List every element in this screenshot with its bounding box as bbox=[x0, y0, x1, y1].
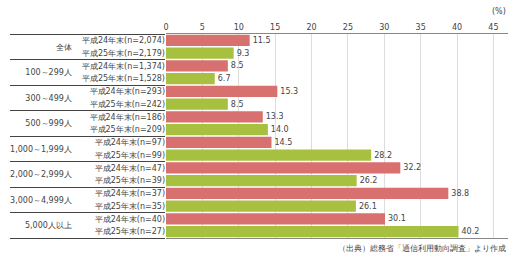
svg-text:15.3: 15.3 bbox=[280, 87, 298, 96]
svg-text:25: 25 bbox=[343, 23, 353, 32]
svg-text:平成24年末(n=40): 平成24年末(n=40) bbox=[95, 215, 165, 224]
svg-text:平成24年末(n=97): 平成24年末(n=97) bbox=[95, 138, 165, 147]
svg-text:1,000～1,999人: 1,000～1,999人 bbox=[10, 145, 72, 154]
svg-text:6.7: 6.7 bbox=[218, 74, 231, 83]
svg-text:100～299人: 100～299人 bbox=[25, 68, 72, 77]
svg-text:平成24年末(n=2,074): 平成24年末(n=2,074) bbox=[82, 36, 165, 45]
svg-text:全体: 全体 bbox=[56, 43, 72, 52]
svg-text:平成25年末(n=209): 平成25年末(n=209) bbox=[90, 125, 165, 134]
svg-text:30: 30 bbox=[379, 23, 389, 32]
svg-text:14.5: 14.5 bbox=[275, 138, 293, 147]
svg-text:平成25年末(n=99): 平成25年末(n=99) bbox=[95, 151, 165, 160]
svg-text:8.5: 8.5 bbox=[231, 100, 244, 109]
svg-text:26.1: 26.1 bbox=[359, 202, 377, 211]
svg-text:0: 0 bbox=[163, 23, 168, 32]
svg-text:5: 5 bbox=[200, 23, 205, 32]
svg-text:28.2: 28.2 bbox=[374, 151, 392, 160]
svg-text:10: 10 bbox=[234, 23, 244, 32]
svg-text:40: 40 bbox=[452, 23, 462, 32]
svg-text:9.3: 9.3 bbox=[237, 49, 250, 58]
svg-text:平成25年末(n=35): 平成25年末(n=35) bbox=[95, 202, 165, 211]
svg-text:35: 35 bbox=[416, 23, 426, 32]
svg-text:平成24年末(n=293): 平成24年末(n=293) bbox=[90, 87, 165, 96]
svg-text:15: 15 bbox=[270, 23, 280, 32]
svg-text:30.1: 30.1 bbox=[388, 214, 406, 223]
svg-text:40.2: 40.2 bbox=[462, 227, 480, 236]
svg-text:300～499人: 300～499人 bbox=[25, 94, 72, 103]
svg-text:38.8: 38.8 bbox=[451, 189, 469, 198]
svg-text:平成25年末(n=2,179): 平成25年末(n=2,179) bbox=[82, 49, 165, 58]
svg-text:平成24年末(n=1,374): 平成24年末(n=1,374) bbox=[82, 62, 165, 71]
svg-text:平成24年末(n=186): 平成24年末(n=186) bbox=[90, 113, 165, 122]
svg-text:平成25年末(n=1,528): 平成25年末(n=1,528) bbox=[82, 74, 165, 83]
svg-text:45: 45 bbox=[488, 23, 498, 32]
svg-text:500～999人: 500～999人 bbox=[25, 119, 72, 128]
svg-text:（出典）総務省「通信利用動向調査」より作成: （出典）総務省「通信利用動向調査」より作成 bbox=[338, 244, 506, 253]
svg-text:平成25年末(n=39): 平成25年末(n=39) bbox=[95, 176, 165, 185]
svg-text:26.2: 26.2 bbox=[360, 176, 378, 185]
svg-text:5,000人以上: 5,000人以上 bbox=[25, 221, 72, 230]
svg-text:2,000～2,999人: 2,000～2,999人 bbox=[10, 170, 72, 179]
svg-text:13.3: 13.3 bbox=[266, 112, 284, 121]
svg-text:20: 20 bbox=[306, 23, 316, 32]
svg-text:14.0: 14.0 bbox=[271, 125, 289, 134]
svg-text:平成24年末(n=47): 平成24年末(n=47) bbox=[95, 164, 165, 173]
svg-text:平成25年末(n=27): 平成25年末(n=27) bbox=[95, 227, 165, 236]
svg-text:32.2: 32.2 bbox=[403, 163, 421, 172]
svg-text:平成24年末(n=37): 平成24年末(n=37) bbox=[95, 189, 165, 198]
svg-text:3,000～4,999人: 3,000～4,999人 bbox=[10, 196, 72, 205]
svg-text:8.5: 8.5 bbox=[231, 61, 244, 70]
svg-text:11.5: 11.5 bbox=[253, 36, 271, 45]
svg-text:(%): (%) bbox=[492, 7, 506, 16]
svg-text:平成25年末(n=242): 平成25年末(n=242) bbox=[90, 100, 165, 109]
